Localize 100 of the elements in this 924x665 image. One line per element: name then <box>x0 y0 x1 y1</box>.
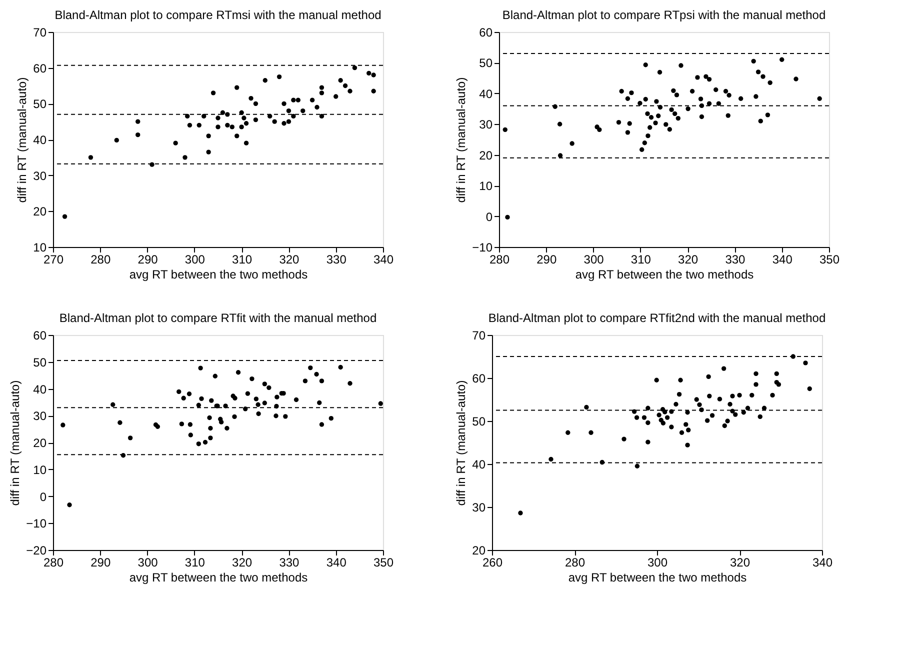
point <box>232 414 237 420</box>
y-tick-label: 30 <box>472 500 486 514</box>
x-axis-title: avg RT between the two methods <box>129 268 308 282</box>
point <box>253 117 258 122</box>
x-tick-label: 260 <box>482 556 503 570</box>
point <box>338 364 343 370</box>
point <box>342 83 348 88</box>
y-tick-label: 60 <box>33 328 47 342</box>
y-tick-label: 40 <box>33 382 47 396</box>
point <box>250 376 254 382</box>
point <box>208 426 213 431</box>
y-tick-label: 30 <box>479 118 493 132</box>
point <box>286 108 292 114</box>
point <box>196 442 202 446</box>
y-tick-label: −10 <box>26 516 47 531</box>
point <box>243 406 248 412</box>
point <box>276 74 282 80</box>
point <box>291 98 296 102</box>
point <box>291 114 296 119</box>
point <box>216 116 220 120</box>
point <box>317 400 322 406</box>
y-tick-label: 40 <box>472 458 486 472</box>
point <box>378 401 383 406</box>
y-tick-label: 20 <box>33 436 47 450</box>
x-tick-label: 300 <box>584 252 604 266</box>
point <box>188 422 193 427</box>
point <box>198 366 203 370</box>
x-tick-label: 320 <box>279 252 300 266</box>
point <box>274 394 280 400</box>
x-tick-label: 280 <box>564 556 586 570</box>
point <box>234 134 240 138</box>
x-axis-title: avg RT between the two methods <box>568 570 747 584</box>
x-tick-label: 320 <box>678 252 698 266</box>
point <box>371 72 376 78</box>
y-tick-label: 60 <box>479 26 493 40</box>
chart-title: Bland-Altman plot to compare RTfit2nd with the manual method <box>488 311 826 325</box>
x-tick-label: 310 <box>184 556 206 570</box>
x-tick-label: 290 <box>536 252 557 266</box>
point <box>310 98 315 102</box>
point <box>62 214 68 219</box>
y-tick-label: 60 <box>33 61 47 76</box>
point <box>210 90 216 96</box>
y-tick-label: 50 <box>479 56 493 70</box>
x-tick-label: 330 <box>326 252 347 266</box>
point <box>266 385 272 390</box>
y-tick-label: 10 <box>33 240 47 254</box>
point <box>248 96 254 101</box>
point <box>348 88 352 94</box>
x-axis-title: avg RT between the two methods <box>129 570 308 584</box>
x-tick-label: 310 <box>630 252 652 266</box>
point <box>173 140 178 146</box>
point <box>234 85 240 90</box>
point <box>88 155 94 160</box>
x-tick-label: 300 <box>138 556 158 570</box>
point <box>114 138 119 143</box>
point <box>218 420 224 424</box>
y-axis-title: diff in RT (manual-auto) <box>454 380 468 506</box>
point <box>314 372 319 377</box>
chart-title: Bland-Altman plot to compare RTmsi with the manual method <box>54 8 382 22</box>
point <box>199 396 204 402</box>
point <box>262 400 268 406</box>
point <box>186 392 192 396</box>
x-tick-label: 320 <box>232 556 252 570</box>
point <box>207 415 212 420</box>
point <box>225 122 230 128</box>
point <box>67 502 72 508</box>
y-tick-label: 60 <box>472 372 486 386</box>
point <box>60 422 66 428</box>
point <box>224 426 230 431</box>
y-tick-label: 10 <box>33 462 47 477</box>
x-tick-label: 340 <box>373 252 394 266</box>
x-tick-label: 350 <box>373 556 394 570</box>
y-tick-label: 20 <box>472 544 486 558</box>
x-tick-label: 280 <box>90 252 111 266</box>
point <box>262 78 268 83</box>
point <box>262 382 268 386</box>
point <box>319 90 324 96</box>
y-tick-label: 70 <box>33 26 47 40</box>
point <box>212 374 218 378</box>
point <box>308 365 313 370</box>
point <box>282 101 286 106</box>
y-tick-label: 30 <box>33 409 47 424</box>
y-axis-title: diff in RT (manual-auto) <box>8 380 22 506</box>
point <box>272 119 277 124</box>
point <box>282 121 286 126</box>
point <box>302 378 308 384</box>
point <box>196 402 202 408</box>
point <box>283 414 288 419</box>
point <box>274 414 278 418</box>
point <box>319 114 324 119</box>
y-tick-label: 30 <box>33 168 47 183</box>
point <box>209 398 214 403</box>
point <box>206 134 211 138</box>
point <box>294 397 299 402</box>
y-tick-label: 40 <box>33 133 47 147</box>
point <box>256 411 261 416</box>
point <box>136 132 140 138</box>
point <box>182 155 188 160</box>
x-tick-label: 340 <box>326 556 347 570</box>
chart-title: Bland-Altman plot to compare RTfit with the manual method <box>59 311 377 325</box>
